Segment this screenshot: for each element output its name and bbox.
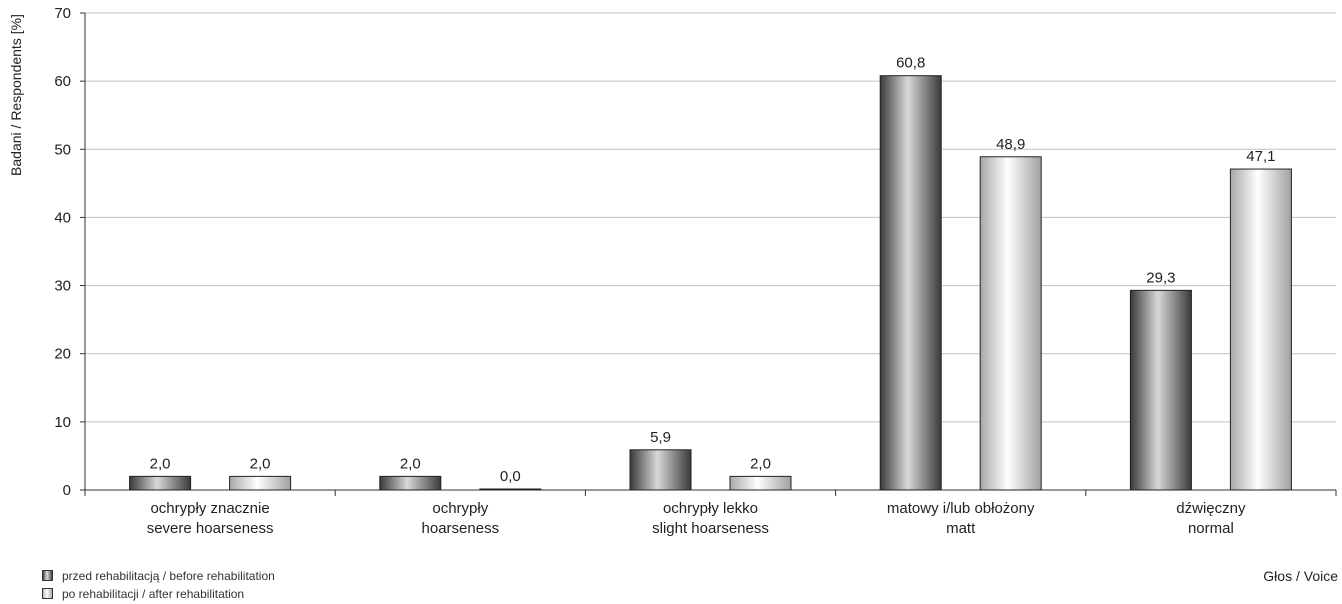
legend-item-before: przed rehabilitacją / before rehabilitat… [42, 569, 275, 583]
x-category-label: hoarseness [422, 520, 500, 537]
bar-before [879, 75, 942, 491]
labels: 0 10 20 30 40 50 60 70 2,0 2,0 ochrypły znacznie se… [54, 5, 1275, 537]
bar-after [229, 475, 292, 491]
y-tick-label: 30 [54, 278, 71, 295]
bars [129, 75, 1292, 491]
x-category-label: matowy i/lub obłożony [887, 500, 1035, 517]
bar-before [629, 449, 692, 491]
data-label-before: 60,8 [896, 55, 925, 72]
y-tick-label: 60 [54, 73, 71, 90]
data-label-before: 5,9 [650, 429, 671, 446]
bar-after [479, 488, 542, 491]
legend-swatch-before [42, 570, 53, 581]
legend-swatch-after [42, 588, 53, 599]
x-category-label: slight hoarseness [652, 520, 769, 537]
legend-item-after: po rehabilitacji / after rehabilitation [42, 587, 244, 601]
axes [80, 12, 1337, 496]
y-tick-label: 50 [54, 141, 71, 158]
bar-after [1229, 168, 1292, 491]
x-category-label: ochrypły znacznie [150, 500, 269, 517]
x-category-label: matt [946, 520, 976, 537]
x-axis-title: Głos / Voice [1263, 568, 1338, 584]
data-label-before: 29,3 [1146, 269, 1175, 286]
x-category-label: normal [1188, 520, 1234, 537]
y-axis-title: Badani / Respondents [%] [8, 14, 24, 176]
bar-after [979, 156, 1042, 491]
data-label-after: 2,0 [250, 455, 271, 472]
x-category-label: ochrypły [432, 500, 488, 517]
y-tick-label: 70 [54, 5, 71, 22]
data-label-after: 48,9 [996, 136, 1025, 153]
data-label-before: 2,0 [400, 455, 421, 472]
gridlines [85, 12, 1336, 423]
x-category-label: severe hoarseness [147, 520, 274, 537]
bar-before [1129, 289, 1192, 491]
y-tick-label: 10 [54, 414, 71, 431]
data-label-after: 0,0 [500, 468, 521, 485]
data-label-after: 2,0 [750, 455, 771, 472]
bar-before [379, 475, 442, 491]
data-label-before: 2,0 [150, 455, 171, 472]
data-label-after: 47,1 [1246, 148, 1275, 165]
y-tick-label: 20 [54, 346, 71, 363]
bar-before [129, 475, 192, 491]
y-tick-label: 0 [63, 482, 71, 499]
y-tick-label: 40 [54, 209, 71, 226]
legend-label-after: po rehabilitacji / after rehabilitation [62, 587, 245, 601]
legend-label-before: przed rehabilitacją / before rehabilitat… [62, 569, 275, 583]
x-category-label: ochrypły lekko [663, 500, 758, 517]
bar-after [729, 475, 792, 491]
x-category-label: dźwięczny [1176, 500, 1246, 517]
